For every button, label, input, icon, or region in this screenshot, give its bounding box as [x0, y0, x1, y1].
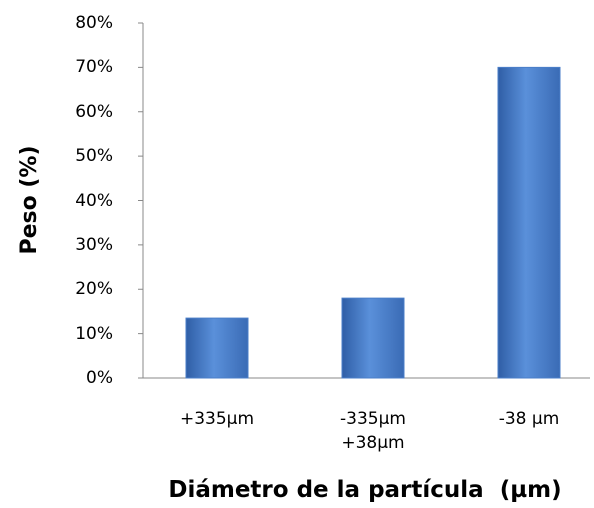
- bar: [185, 317, 249, 379]
- y-tick-label: 40%: [75, 190, 113, 211]
- y-tick-label: 70%: [75, 57, 113, 78]
- x-tick-label: -335µm +38µm: [340, 409, 406, 453]
- x-tick-label: +335µm: [179, 409, 255, 429]
- y-tick-label: 10%: [75, 323, 113, 344]
- bar: [341, 297, 405, 379]
- y-tick-label: 20%: [75, 279, 113, 300]
- y-tick-label: 0%: [86, 368, 113, 388]
- x-axis-title: Diámetro de la partícula (µm): [168, 477, 562, 503]
- bar: [497, 66, 561, 379]
- y-tick-label: 60%: [75, 101, 113, 122]
- x-tick-label: -38 µm: [498, 409, 560, 429]
- y-tick-label: 80%: [75, 13, 113, 33]
- y-tick-label: 30%: [75, 234, 113, 255]
- y-tick-label: 50%: [75, 146, 113, 167]
